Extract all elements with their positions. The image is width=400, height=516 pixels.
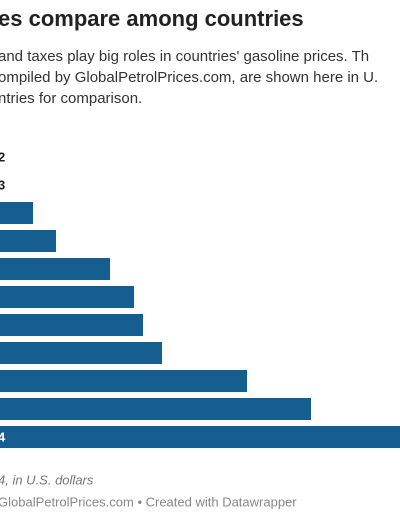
subtitle-line: and taxes play big roles in countries' g…	[0, 48, 369, 65]
chart-title: es compare among countries	[0, 6, 304, 31]
subtitle-line: ompiled by GlobalPetrolPrices.com, are s…	[0, 69, 378, 86]
bar	[0, 258, 110, 280]
subtitle-line: ntries for comparison.	[0, 90, 142, 107]
bar	[0, 370, 247, 392]
bar	[0, 426, 400, 448]
bar	[0, 398, 311, 420]
bar	[0, 202, 33, 224]
bar	[0, 286, 134, 308]
note: 4, in U.S. dollars	[0, 472, 94, 487]
bar	[0, 342, 162, 364]
bar	[0, 230, 56, 252]
value-label: 4	[0, 429, 6, 444]
value-label: 3	[0, 177, 5, 192]
source: GlobalPetrolPrices.com • Created with Da…	[0, 494, 297, 509]
bar	[0, 314, 143, 336]
value-label: 2	[0, 149, 5, 164]
